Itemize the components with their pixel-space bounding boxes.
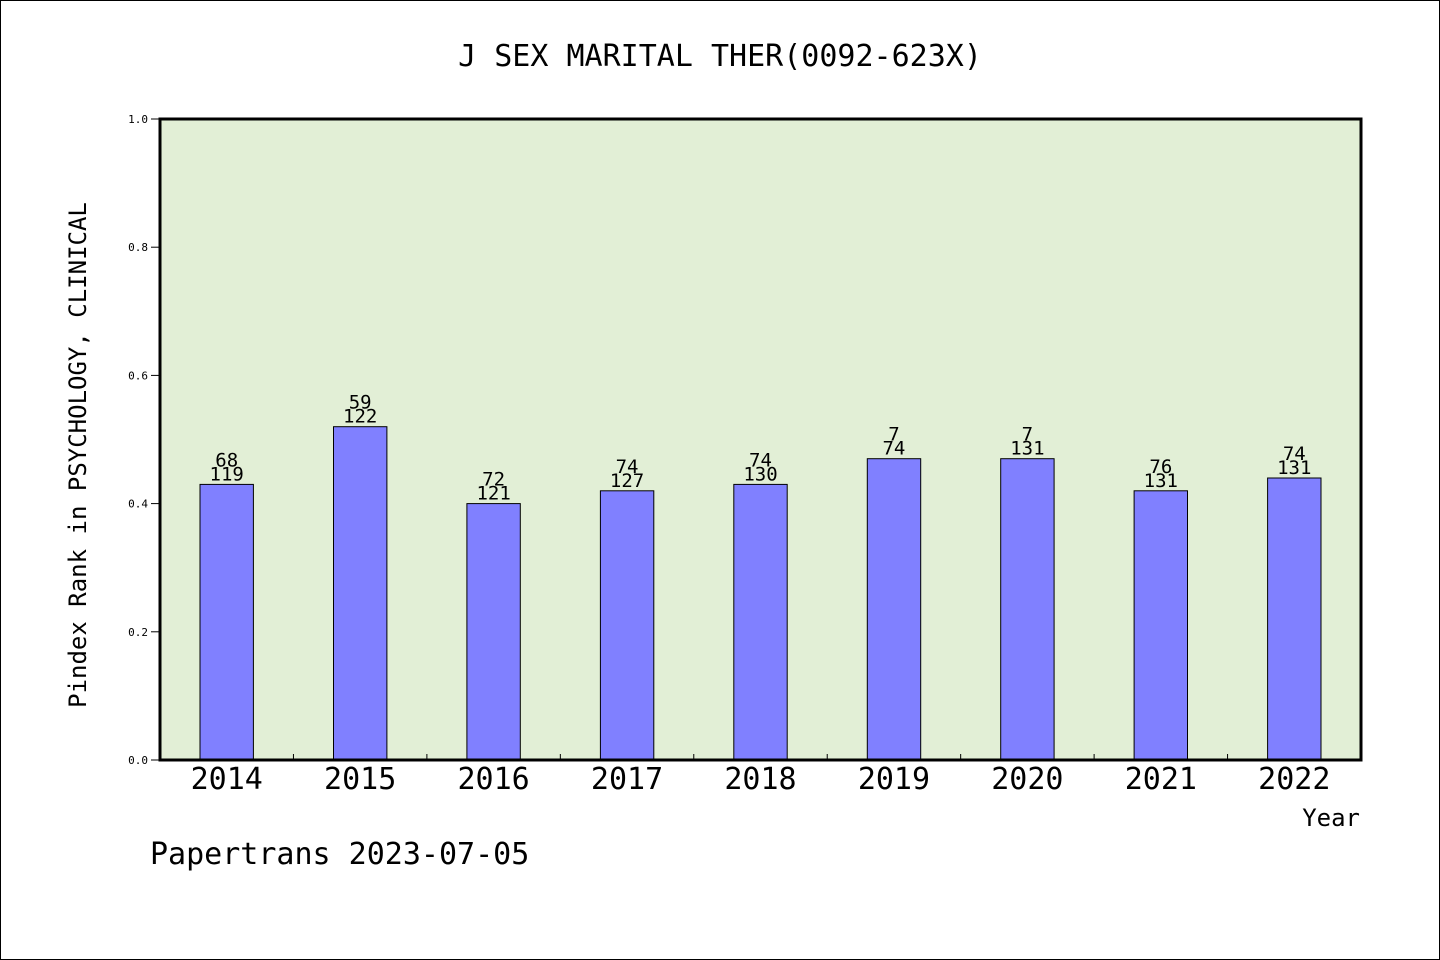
bar-rank-label: 74: [1283, 443, 1306, 465]
chart-title: J SEX MARITAL THER(0092-623X): [458, 39, 982, 74]
bar-2017: [599, 490, 655, 761]
bars-group: [199, 426, 1322, 761]
x-tick-label: 2016: [457, 762, 529, 797]
bar-rank-label: 74: [616, 456, 639, 478]
y-tick-label: 0.4: [128, 498, 148, 511]
bar-total-label: 131: [1010, 438, 1044, 460]
bar-total-label: 127: [610, 470, 644, 492]
bar-2019: [866, 458, 922, 761]
bar-2018: [733, 483, 788, 761]
bar-total-label: 131: [1144, 470, 1178, 492]
bar-rank-label: 76: [1149, 456, 1172, 478]
x-tick-label: 2021: [1125, 762, 1197, 797]
plot-border: [158, 117, 1363, 762]
bar-total-label: 131: [1277, 457, 1311, 479]
x-tick-label: 2019: [858, 762, 930, 797]
bar-2022: [1267, 477, 1322, 761]
y-tick-label: 0.8: [128, 241, 148, 254]
x-axis-label: Year: [1302, 804, 1360, 832]
x-tick-label: 2014: [191, 762, 263, 797]
bar-total-label: 74: [882, 438, 905, 460]
footer-text: Papertrans 2023-07-05: [150, 837, 529, 872]
bar-rank-label: 72: [482, 469, 505, 491]
bar-rank-label: 7: [888, 424, 899, 446]
x-axis: 2014 2015 2016 2017 2018 2019 2020 2021 2022: [191, 754, 1330, 797]
bar-total-label: 119: [210, 463, 244, 485]
bar-labels-group: 6811959122721217412774130774713176131741…: [210, 392, 1312, 505]
bar-rank-label: 7: [1022, 424, 1033, 446]
bar-2014: [199, 483, 254, 761]
y-tick-label: 0.6: [128, 369, 148, 382]
y-axis: 0.0 0.2 0.4 0.6 0.8 1.0: [128, 113, 160, 767]
bar-rank-label: 74: [749, 449, 772, 471]
bar-total-label: 121: [476, 483, 510, 505]
bar-rank-label: 68: [215, 449, 238, 471]
y-tick-label: 0.2: [128, 626, 148, 639]
x-tick-label: 2020: [991, 762, 1063, 797]
x-tick-label: 2015: [324, 762, 396, 797]
x-tick-label: 2018: [724, 762, 796, 797]
x-tick-label: 2022: [1258, 762, 1330, 797]
bar-2020: [1000, 458, 1055, 761]
y-tick-label: 0.0: [128, 754, 148, 767]
bar-total-label: 130: [743, 463, 777, 485]
y-tick-label: 1.0: [128, 113, 148, 126]
bar-2016: [466, 503, 521, 761]
x-tick-label: 2017: [591, 762, 663, 797]
y-axis-label: Pindex Rank in PSYCHOLOGY, CLINICAL: [64, 202, 92, 708]
bar-2021: [1133, 490, 1188, 761]
bar-total-label: 122: [343, 406, 377, 428]
bar-2015: [333, 426, 388, 761]
bar-rank-label: 59: [349, 392, 372, 414]
